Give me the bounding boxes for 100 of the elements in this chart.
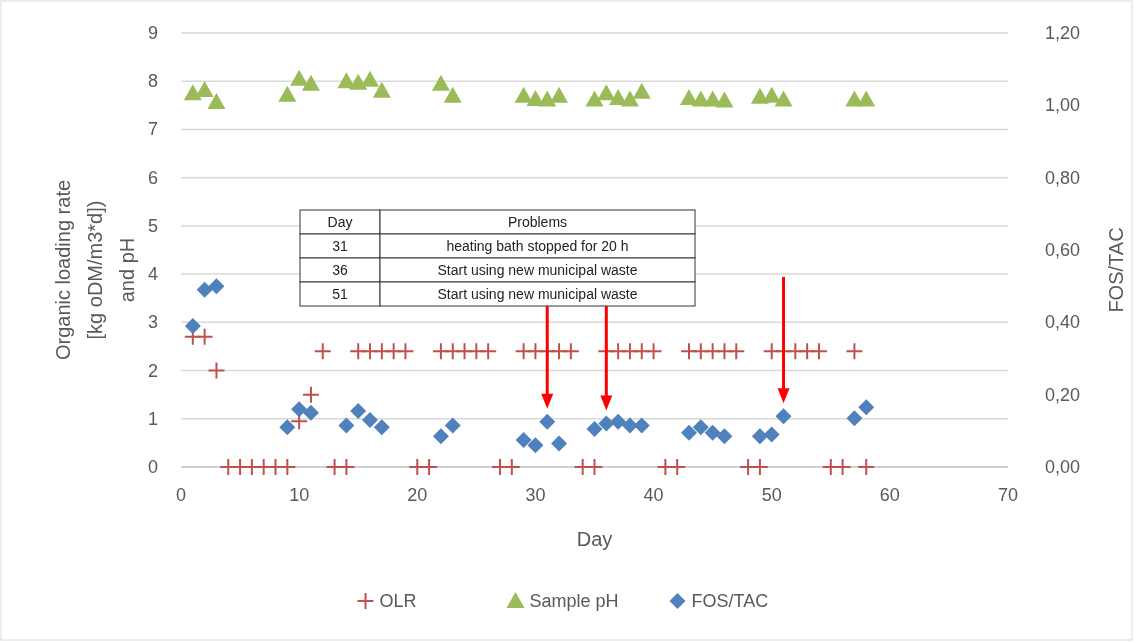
point	[291, 401, 308, 418]
annotation: Start using new municipal waste	[437, 286, 638, 302]
y2-tick-label: 0,20	[1044, 384, 1080, 405]
point	[550, 86, 569, 103]
point	[621, 417, 638, 434]
x-tick-label: 40	[643, 485, 664, 505]
x-tick-label: 70	[997, 485, 1019, 505]
point	[633, 417, 650, 434]
y2-tick-label: 0,00	[1044, 457, 1080, 477]
point	[527, 437, 544, 454]
x-axis-title: Day	[576, 528, 613, 550]
x-tick-label: 10	[289, 485, 310, 505]
point	[301, 385, 320, 404]
point	[443, 86, 462, 103]
point	[715, 91, 734, 108]
y-tick-label: 8	[147, 71, 158, 92]
point	[278, 85, 297, 102]
point	[396, 342, 415, 361]
point	[620, 90, 639, 107]
point	[444, 417, 461, 434]
point	[704, 424, 721, 441]
y-tick-label: 9	[147, 23, 158, 43]
y-tick-label: 0	[147, 457, 158, 477]
y2-tick-label: 1,20	[1044, 23, 1080, 43]
point	[763, 426, 780, 443]
point	[279, 419, 296, 436]
legend-label: OLR	[379, 591, 417, 611]
point	[349, 73, 368, 90]
point	[597, 84, 616, 101]
annotation: 51	[332, 286, 348, 302]
point	[610, 413, 627, 430]
x-tick-label: 50	[761, 485, 782, 505]
point	[196, 281, 213, 298]
point	[431, 74, 450, 91]
point	[846, 410, 863, 427]
point	[350, 402, 367, 419]
point	[313, 342, 332, 361]
point	[208, 278, 225, 295]
point	[373, 419, 390, 436]
y-tick-label: 4	[147, 264, 158, 285]
y-tick-label: 2	[147, 360, 158, 381]
y2-tick-label: 0,60	[1044, 240, 1080, 260]
point	[302, 404, 319, 421]
point	[727, 342, 746, 361]
y-tick-label: 3	[147, 312, 158, 333]
point	[361, 70, 380, 87]
point	[183, 84, 202, 101]
point	[632, 82, 651, 99]
point	[585, 90, 604, 107]
point	[551, 435, 568, 452]
y2-tick-label: 1,00	[1044, 95, 1080, 116]
point	[195, 327, 214, 346]
point	[290, 69, 309, 86]
annotation: Problems	[507, 214, 568, 230]
x-tick-label: 60	[879, 485, 900, 505]
annotation: 31	[332, 238, 348, 254]
point	[857, 90, 876, 107]
x-tick-label: 30	[525, 485, 546, 505]
point	[845, 342, 864, 361]
y-tick-label: 1	[147, 408, 158, 429]
y2-tick-label: 0,80	[1044, 167, 1080, 188]
annotation: heating bath stopped for 20 h	[446, 238, 629, 254]
legend-label: Sample pH	[529, 591, 619, 611]
point	[751, 428, 768, 445]
point	[586, 421, 603, 438]
y-tick-label: 5	[147, 215, 158, 236]
point	[432, 428, 449, 445]
point	[644, 342, 663, 361]
point	[538, 90, 557, 107]
point	[301, 74, 320, 91]
point	[184, 317, 201, 334]
point	[515, 431, 532, 448]
annotation: 36	[332, 262, 348, 278]
x-tick-label: 0	[175, 485, 187, 505]
point	[479, 342, 498, 361]
point	[514, 86, 533, 103]
point	[858, 399, 875, 416]
point	[372, 81, 391, 98]
point	[598, 415, 615, 432]
y-axis-title: Organic loading rate [kg oDM/m3*d]) and pH	[52, 179, 138, 361]
point	[775, 408, 792, 425]
point	[539, 413, 556, 430]
y-tick-label: 7	[147, 119, 158, 140]
point	[362, 411, 379, 428]
point	[338, 417, 355, 434]
y2-tick-label: 0,40	[1044, 312, 1080, 333]
point	[716, 428, 733, 445]
point	[207, 92, 226, 109]
point	[681, 424, 698, 441]
annotation: Start using new municipal waste	[437, 262, 638, 278]
point	[561, 342, 580, 361]
point	[857, 458, 876, 476]
point	[207, 361, 226, 380]
point	[692, 419, 709, 436]
y-tick-label: 6	[147, 167, 158, 188]
annotation: Day	[327, 214, 353, 230]
point	[774, 90, 793, 107]
x-tick-label: 20	[407, 485, 428, 505]
legend-label: FOS/TAC	[691, 591, 769, 611]
y2-axis-title: FOS/TAC	[1105, 227, 1127, 313]
